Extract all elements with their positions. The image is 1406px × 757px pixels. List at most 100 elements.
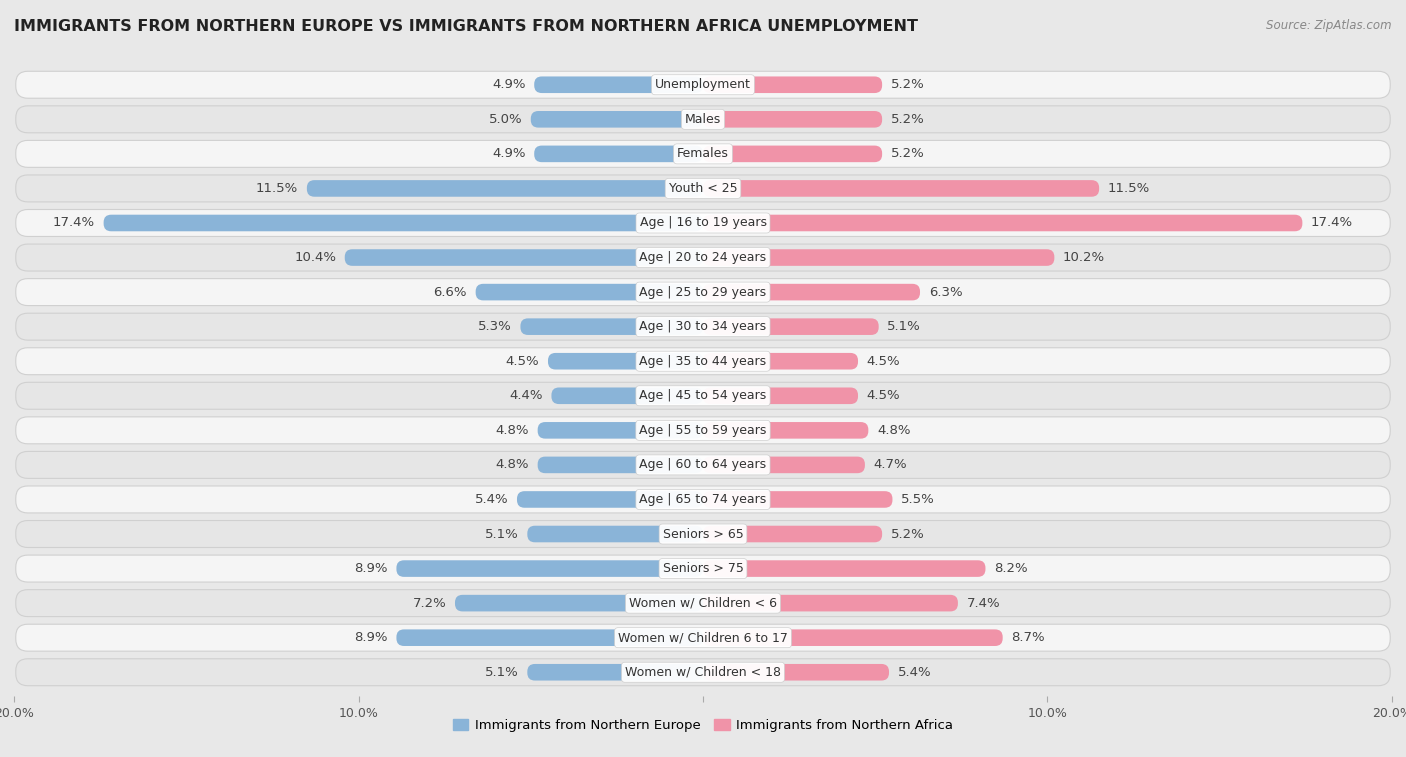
Text: Age | 55 to 59 years: Age | 55 to 59 years bbox=[640, 424, 766, 437]
Text: 4.4%: 4.4% bbox=[509, 389, 543, 402]
FancyBboxPatch shape bbox=[703, 525, 882, 542]
Text: 8.9%: 8.9% bbox=[354, 631, 388, 644]
FancyBboxPatch shape bbox=[15, 590, 1391, 617]
Text: 7.2%: 7.2% bbox=[412, 597, 446, 609]
Text: 17.4%: 17.4% bbox=[1310, 217, 1353, 229]
FancyBboxPatch shape bbox=[703, 422, 869, 438]
Legend: Immigrants from Northern Europe, Immigrants from Northern Africa: Immigrants from Northern Europe, Immigra… bbox=[447, 714, 959, 737]
Text: 4.8%: 4.8% bbox=[495, 424, 529, 437]
Text: 4.9%: 4.9% bbox=[492, 148, 526, 160]
FancyBboxPatch shape bbox=[344, 249, 703, 266]
Text: 5.1%: 5.1% bbox=[485, 528, 519, 540]
FancyBboxPatch shape bbox=[703, 456, 865, 473]
FancyBboxPatch shape bbox=[15, 659, 1391, 686]
Text: 7.4%: 7.4% bbox=[966, 597, 1000, 609]
FancyBboxPatch shape bbox=[15, 555, 1391, 582]
FancyBboxPatch shape bbox=[703, 595, 957, 612]
FancyBboxPatch shape bbox=[703, 249, 1054, 266]
Text: 6.3%: 6.3% bbox=[928, 285, 962, 298]
Text: Age | 20 to 24 years: Age | 20 to 24 years bbox=[640, 251, 766, 264]
FancyBboxPatch shape bbox=[15, 486, 1391, 513]
FancyBboxPatch shape bbox=[15, 313, 1391, 340]
FancyBboxPatch shape bbox=[527, 525, 703, 542]
FancyBboxPatch shape bbox=[15, 175, 1391, 202]
Text: Seniors > 75: Seniors > 75 bbox=[662, 562, 744, 575]
Text: 10.2%: 10.2% bbox=[1063, 251, 1105, 264]
Text: 5.2%: 5.2% bbox=[891, 78, 925, 92]
FancyBboxPatch shape bbox=[307, 180, 703, 197]
FancyBboxPatch shape bbox=[531, 111, 703, 128]
Text: 4.8%: 4.8% bbox=[877, 424, 911, 437]
Text: 8.9%: 8.9% bbox=[354, 562, 388, 575]
FancyBboxPatch shape bbox=[703, 629, 1002, 646]
Text: Age | 60 to 64 years: Age | 60 to 64 years bbox=[640, 459, 766, 472]
Text: IMMIGRANTS FROM NORTHERN EUROPE VS IMMIGRANTS FROM NORTHERN AFRICA UNEMPLOYMENT: IMMIGRANTS FROM NORTHERN EUROPE VS IMMIG… bbox=[14, 19, 918, 34]
Text: Women w/ Children < 6: Women w/ Children < 6 bbox=[628, 597, 778, 609]
Text: Women w/ Children 6 to 17: Women w/ Children 6 to 17 bbox=[619, 631, 787, 644]
FancyBboxPatch shape bbox=[520, 319, 703, 335]
FancyBboxPatch shape bbox=[703, 491, 893, 508]
Text: 4.5%: 4.5% bbox=[866, 389, 900, 402]
FancyBboxPatch shape bbox=[456, 595, 703, 612]
FancyBboxPatch shape bbox=[703, 560, 986, 577]
Text: 5.2%: 5.2% bbox=[891, 148, 925, 160]
FancyBboxPatch shape bbox=[15, 521, 1391, 547]
FancyBboxPatch shape bbox=[703, 76, 882, 93]
FancyBboxPatch shape bbox=[15, 244, 1391, 271]
FancyBboxPatch shape bbox=[703, 284, 920, 301]
Text: Age | 45 to 54 years: Age | 45 to 54 years bbox=[640, 389, 766, 402]
Text: 4.7%: 4.7% bbox=[873, 459, 907, 472]
FancyBboxPatch shape bbox=[534, 145, 703, 162]
FancyBboxPatch shape bbox=[548, 353, 703, 369]
Text: 6.6%: 6.6% bbox=[433, 285, 467, 298]
FancyBboxPatch shape bbox=[15, 140, 1391, 167]
FancyBboxPatch shape bbox=[527, 664, 703, 681]
FancyBboxPatch shape bbox=[15, 347, 1391, 375]
Text: 5.1%: 5.1% bbox=[485, 665, 519, 679]
FancyBboxPatch shape bbox=[15, 106, 1391, 132]
FancyBboxPatch shape bbox=[537, 422, 703, 438]
Text: 10.4%: 10.4% bbox=[294, 251, 336, 264]
FancyBboxPatch shape bbox=[517, 491, 703, 508]
FancyBboxPatch shape bbox=[703, 664, 889, 681]
Text: Seniors > 65: Seniors > 65 bbox=[662, 528, 744, 540]
FancyBboxPatch shape bbox=[15, 382, 1391, 410]
FancyBboxPatch shape bbox=[703, 111, 882, 128]
Text: 4.9%: 4.9% bbox=[492, 78, 526, 92]
Text: 4.8%: 4.8% bbox=[495, 459, 529, 472]
Text: 11.5%: 11.5% bbox=[256, 182, 298, 195]
FancyBboxPatch shape bbox=[703, 145, 882, 162]
FancyBboxPatch shape bbox=[703, 215, 1302, 232]
Text: 5.1%: 5.1% bbox=[887, 320, 921, 333]
FancyBboxPatch shape bbox=[15, 279, 1391, 306]
Text: 17.4%: 17.4% bbox=[53, 217, 96, 229]
FancyBboxPatch shape bbox=[534, 76, 703, 93]
FancyBboxPatch shape bbox=[15, 71, 1391, 98]
FancyBboxPatch shape bbox=[703, 353, 858, 369]
Text: 5.3%: 5.3% bbox=[478, 320, 512, 333]
Text: 4.5%: 4.5% bbox=[506, 355, 540, 368]
FancyBboxPatch shape bbox=[15, 451, 1391, 478]
Text: Unemployment: Unemployment bbox=[655, 78, 751, 92]
Text: 11.5%: 11.5% bbox=[1108, 182, 1150, 195]
FancyBboxPatch shape bbox=[15, 417, 1391, 444]
Text: 8.7%: 8.7% bbox=[1011, 631, 1045, 644]
FancyBboxPatch shape bbox=[551, 388, 703, 404]
Text: Age | 35 to 44 years: Age | 35 to 44 years bbox=[640, 355, 766, 368]
Text: Age | 30 to 34 years: Age | 30 to 34 years bbox=[640, 320, 766, 333]
FancyBboxPatch shape bbox=[475, 284, 703, 301]
FancyBboxPatch shape bbox=[703, 180, 1099, 197]
Text: Females: Females bbox=[678, 148, 728, 160]
Text: Youth < 25: Youth < 25 bbox=[669, 182, 737, 195]
Text: 5.4%: 5.4% bbox=[897, 665, 931, 679]
Text: 8.2%: 8.2% bbox=[994, 562, 1028, 575]
FancyBboxPatch shape bbox=[396, 560, 703, 577]
Text: 5.4%: 5.4% bbox=[475, 493, 509, 506]
Text: 5.2%: 5.2% bbox=[891, 113, 925, 126]
Text: 5.5%: 5.5% bbox=[901, 493, 935, 506]
Text: 4.5%: 4.5% bbox=[866, 355, 900, 368]
Text: Age | 25 to 29 years: Age | 25 to 29 years bbox=[640, 285, 766, 298]
Text: 5.2%: 5.2% bbox=[891, 528, 925, 540]
FancyBboxPatch shape bbox=[703, 388, 858, 404]
FancyBboxPatch shape bbox=[537, 456, 703, 473]
